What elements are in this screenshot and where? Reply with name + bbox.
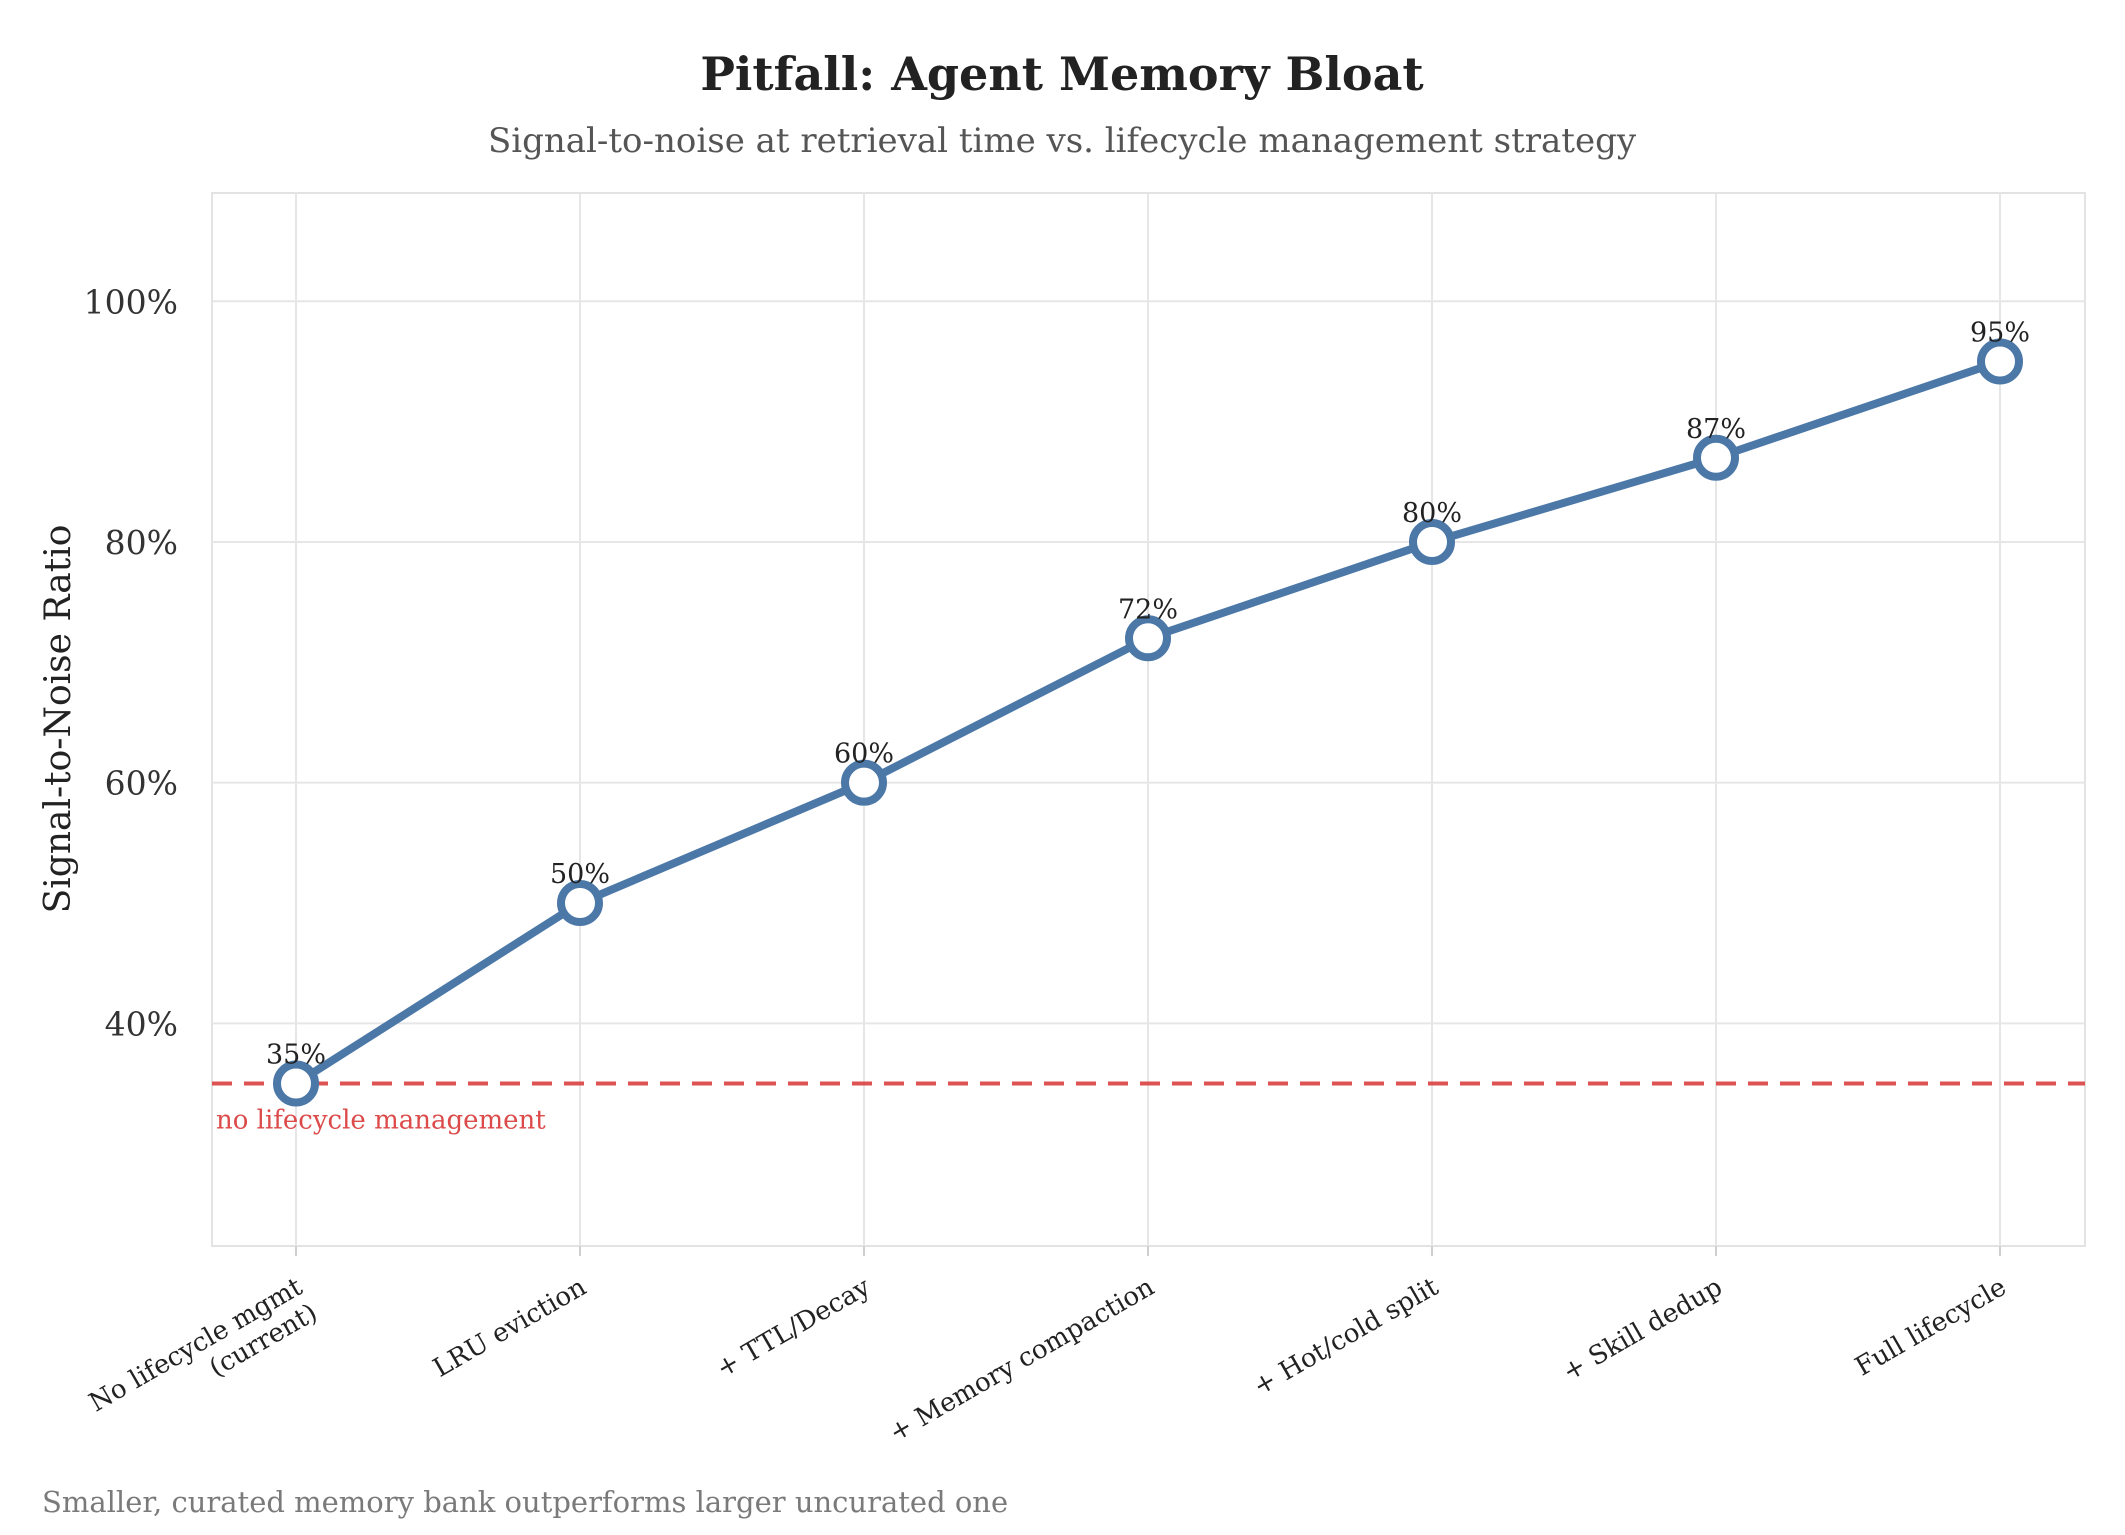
y-tick-label: 40% (105, 1004, 178, 1043)
data-label: 72% (1118, 594, 1178, 625)
data-point (1125, 615, 1171, 662)
x-tick-label: + Memory compaction (884, 1272, 1159, 1448)
data-label: 87% (1686, 414, 1746, 445)
x-tick-label: + Skill dedup (1558, 1272, 1728, 1387)
data-point (273, 1060, 319, 1107)
y-axis-ticks: 40% 60% 80% 100% (84, 282, 178, 1043)
data-label: 35% (266, 1040, 326, 1071)
data-point (1693, 434, 1739, 481)
x-axis-ticks: No lifecycle mgmt(current) LRU eviction + … (84, 1246, 2012, 1448)
reference-line-group: no lifecycle management (212, 1081, 2085, 1136)
x-tick-label: LRU eviction (428, 1272, 591, 1384)
y-tick-label: 60% (105, 764, 178, 803)
data-point (1409, 518, 1455, 565)
chart-caption: Smaller, curated memory bank outperforms… (42, 1485, 1008, 1519)
x-tick-label: + TTL/Decay (711, 1272, 875, 1384)
y-axis-label: Signal-to-Noise Ratio (38, 525, 79, 914)
x-tick-label: No lifecycle mgmt(current) (84, 1272, 323, 1444)
data-point (557, 880, 603, 927)
data-label: 95% (1970, 317, 2030, 348)
chart-subtitle: Signal-to-noise at retrieval time vs. li… (488, 121, 1637, 161)
chart-title: Pitfall: Agent Memory Bloat (700, 47, 1424, 101)
reference-line-label: no lifecycle management (216, 1106, 546, 1136)
grid-lines (212, 193, 2085, 1246)
x-tick-label: + Hot/cold split (1248, 1272, 1444, 1402)
data-label: 50% (550, 859, 610, 890)
series-group: 35% 50% 60% 72% 80% 87% 95% (266, 317, 2030, 1107)
y-tick-label: 100% (84, 282, 178, 321)
y-tick-label: 80% (105, 523, 178, 562)
data-point (841, 759, 887, 806)
data-point (1977, 338, 2023, 385)
x-tick-label: Full lifecycle (1850, 1272, 2011, 1382)
data-label: 60% (834, 739, 894, 770)
data-label: 80% (1402, 498, 1462, 529)
